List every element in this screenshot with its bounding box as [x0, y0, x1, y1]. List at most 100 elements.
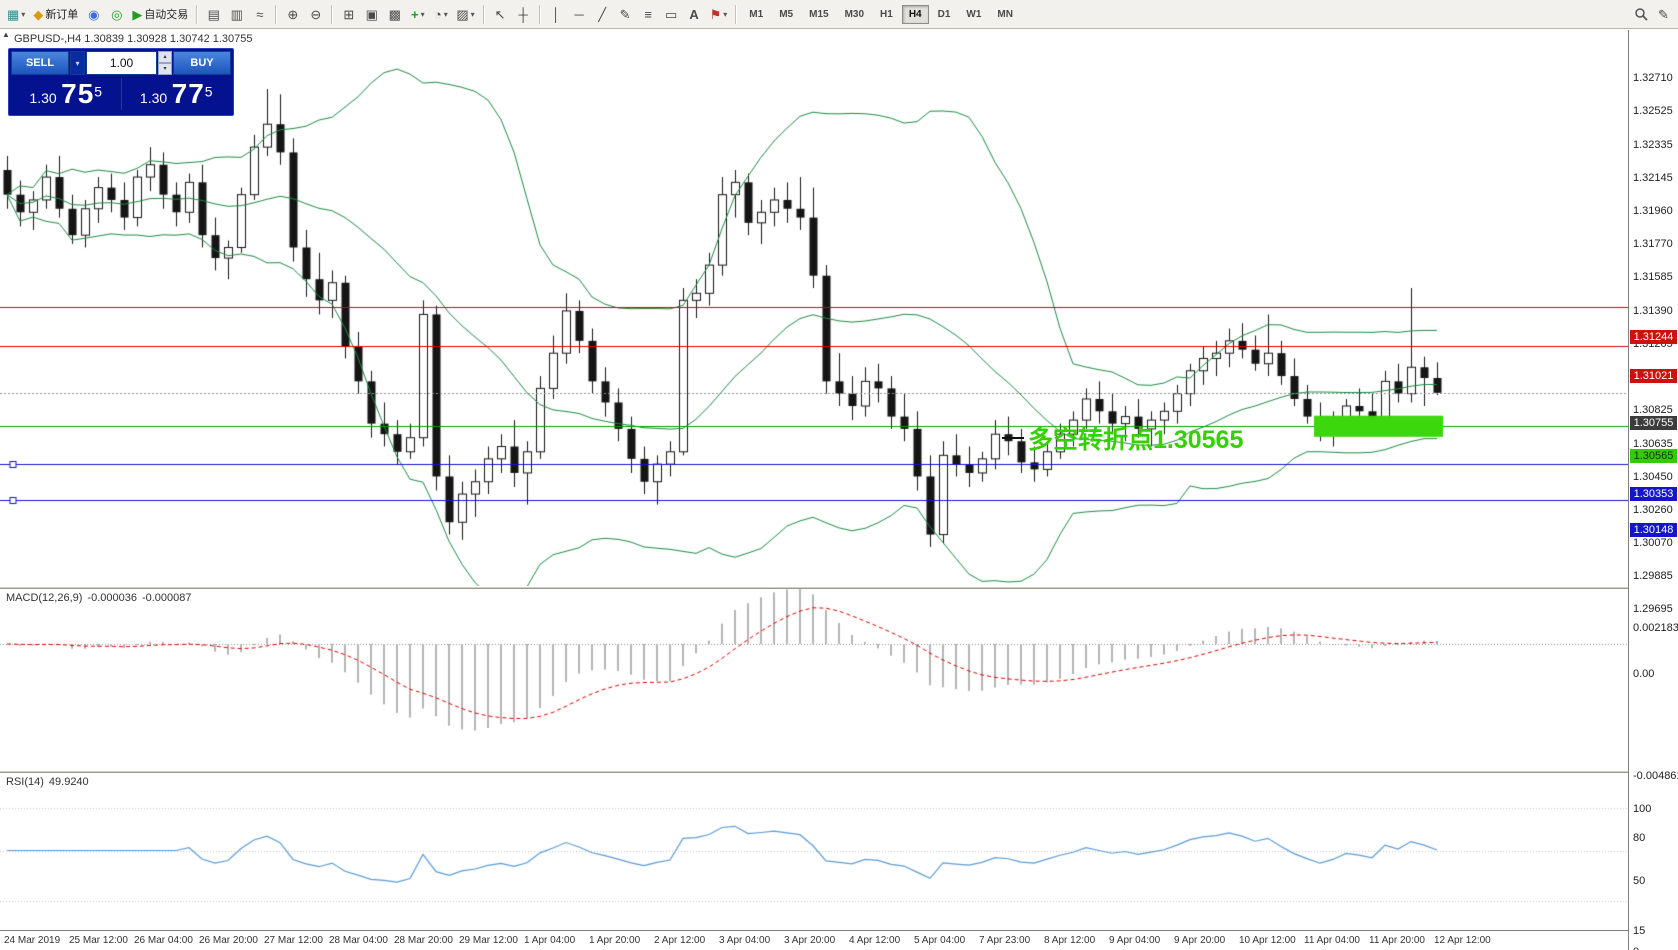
new-order-button[interactable]: ◆ 新订单 — [29, 3, 82, 26]
volume-increase-button[interactable]: ▴ — [158, 51, 172, 63]
trendline-tool-button[interactable]: ╱ — [591, 3, 614, 26]
rsi-scale-label: 100 — [1633, 803, 1652, 815]
cascade-windows-button[interactable]: ▩ — [383, 3, 406, 26]
time-axis-label: 11 Apr 04:00 — [1304, 935, 1360, 946]
autotrading-button[interactable]: ▶ 自动交易 — [128, 3, 192, 26]
sell-price-big: 75 — [61, 78, 95, 109]
price-axis[interactable]: 1.32710 1.32525 1.32335 1.32145 1.31960 1.317… — [1628, 30, 1678, 950]
timeframe-h4-button[interactable]: H4 — [901, 4, 929, 24]
periods-clock-icon: ◔ — [433, 6, 442, 22]
timeframe-w1-button[interactable]: W1 — [959, 5, 988, 24]
time-axis-label: 1 Apr 20:00 — [589, 935, 641, 946]
crosshair-tool-button[interactable]: ┼ — [512, 3, 535, 26]
collapse-arrow-icon[interactable]: ▲ — [2, 30, 10, 39]
one-click-trading-panel: SELL ▾ ▴ ▾ BUY 1.30 755 1.30 775 — [8, 48, 234, 116]
panel-splitter[interactable] — [0, 770, 1678, 773]
zoom-in-icon: ⊕ — [287, 6, 299, 22]
time-axis-label: 9 Apr 20:00 — [1174, 935, 1226, 946]
chevron-down-icon: ▾ — [723, 9, 728, 19]
sell-button[interactable]: SELL — [11, 51, 69, 75]
arrange-windows-icon: ▣ — [365, 6, 378, 22]
price-scale-label: 1.32335 — [1633, 138, 1673, 151]
timeframe-m15-button[interactable]: M15 — [802, 5, 835, 24]
price-tag[interactable]: 1.30755 — [1630, 415, 1677, 430]
price-scale-label: 1.32710 — [1633, 72, 1673, 85]
add-indicator-icon: + — [411, 6, 419, 22]
community-button[interactable]: ◎ — [105, 3, 128, 26]
time-axis-label: 7 Apr 23:00 — [979, 935, 1031, 946]
price-scale-label: 1.30450 — [1633, 470, 1673, 483]
price-tag[interactable]: 1.30148 — [1630, 522, 1677, 537]
price-tag[interactable]: 1.31244 — [1630, 329, 1677, 344]
timeframe-mn-button[interactable]: MN — [990, 5, 1020, 24]
price-tag[interactable]: 1.30353 — [1630, 486, 1677, 501]
volume-decrease-button[interactable]: ▾ — [158, 63, 172, 75]
edit-button[interactable]: ✎ — [1652, 3, 1675, 26]
price-scale-label: 1.31960 — [1633, 204, 1673, 217]
price-chart-canvas[interactable] — [0, 30, 1628, 586]
rsi-canvas[interactable] — [0, 773, 1628, 930]
zoom-out-icon: ⊖ — [310, 6, 322, 22]
panel-splitter[interactable] — [0, 586, 1678, 589]
polyline-tool-button[interactable]: ✎ — [614, 3, 637, 26]
crosshair-icon: ┼ — [518, 6, 528, 22]
sell-price[interactable]: 1.30 755 — [11, 78, 122, 110]
vertical-line-tool-button[interactable]: │ — [545, 3, 568, 26]
vertical-line-icon: │ — [552, 6, 561, 22]
templates-icon: ▨ — [456, 6, 469, 22]
new-chart-button[interactable]: ▦ ▾ — [3, 3, 29, 26]
macd-canvas[interactable] — [0, 589, 1628, 770]
buy-price[interactable]: 1.30 775 — [122, 78, 232, 110]
periods-button[interactable]: ◔ ▾ — [429, 3, 452, 26]
timeframe-m30-button[interactable]: M30 — [838, 5, 871, 24]
cursor-tool-button[interactable]: ↖ — [489, 3, 512, 26]
search-button[interactable] — [1629, 3, 1652, 26]
bar-chart-button[interactable]: ▤ — [202, 3, 225, 26]
add-indicator-button[interactable]: + ▾ — [406, 3, 429, 26]
trade-panel-prices: 1.30 755 1.30 775 — [11, 75, 231, 113]
autotrading-play-icon: ▶ — [132, 6, 143, 22]
new-order-label: 新订单 — [45, 9, 79, 21]
buy-button[interactable]: BUY — [173, 51, 231, 75]
trendline-icon: ╱ — [598, 6, 607, 22]
price-tag[interactable]: 1.30565 — [1630, 449, 1677, 464]
price-tag[interactable]: 1.31021 — [1630, 368, 1677, 383]
profile-button[interactable]: ◉ — [82, 3, 105, 26]
price-scale-label: 1.31390 — [1633, 304, 1673, 317]
candlestick-chart-button[interactable]: ▥ — [225, 3, 248, 26]
shapes-tool-button[interactable]: ▭ — [660, 3, 683, 26]
text-tool-button[interactable]: A — [683, 3, 706, 26]
volume-dropdown-button[interactable]: ▾ — [70, 51, 85, 75]
cascade-windows-icon: ▩ — [388, 6, 401, 22]
line-chart-button[interactable]: ≈ — [248, 3, 271, 26]
time-axis-label: 1 Apr 04:00 — [524, 935, 576, 946]
price-scale-label: 1.32525 — [1633, 105, 1673, 118]
time-axis-label: 2 Apr 12:00 — [654, 935, 706, 946]
chart-title: GBPUSD-,H4 1.30839 1.30928 1.30742 1.307… — [14, 33, 253, 45]
tile-windows-icon: ⊞ — [343, 6, 355, 22]
profile-icon: ◉ — [88, 6, 100, 22]
timeframe-m5-button[interactable]: M5 — [772, 5, 800, 24]
time-axis-label: 29 Mar 12:00 — [459, 935, 518, 946]
arrows-tool-button[interactable]: ⚑ ▾ — [706, 3, 732, 26]
tile-windows-button[interactable]: ⊞ — [337, 3, 360, 26]
zoom-in-button[interactable]: ⊕ — [281, 3, 304, 26]
pivot-annotation-text[interactable]: 多空转折点1.30565 — [1028, 426, 1244, 454]
price-scale-label: 1.31770 — [1633, 238, 1673, 251]
arrange-windows-button[interactable]: ▣ — [360, 3, 383, 26]
zoom-out-button[interactable]: ⊖ — [304, 3, 327, 26]
timeframe-h1-button[interactable]: H1 — [873, 5, 900, 24]
templates-button[interactable]: ▨ ▾ — [452, 3, 478, 26]
rsi-scale-label: 0 — [1633, 946, 1639, 950]
rsi-value: 49.9240 — [48, 776, 89, 788]
rsi-scale-label: 80 — [1633, 831, 1646, 844]
macd-name: MACD(12,26,9) — [6, 592, 83, 604]
timeframe-d1-button[interactable]: D1 — [931, 5, 958, 24]
time-axis[interactable]: 24 Mar 2019 25 Mar 12:00 26 Mar 04:00 26 Ma… — [0, 930, 1628, 950]
buy-price-sup: 5 — [204, 83, 213, 100]
chevron-down-icon: ▾ — [21, 9, 26, 19]
fibonacci-tool-button[interactable]: ≡ — [637, 3, 660, 26]
volume-input[interactable] — [86, 51, 157, 75]
timeframe-m1-button[interactable]: M1 — [742, 5, 770, 24]
horizontal-line-tool-button[interactable]: ─ — [568, 3, 591, 26]
